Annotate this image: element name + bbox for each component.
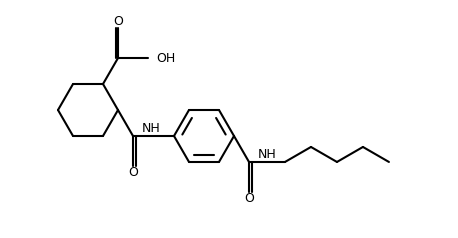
- Text: NH: NH: [257, 149, 276, 161]
- Text: OH: OH: [156, 52, 175, 64]
- Text: O: O: [244, 193, 254, 205]
- Text: O: O: [113, 15, 123, 28]
- Text: O: O: [128, 166, 138, 179]
- Text: NH: NH: [142, 123, 160, 135]
